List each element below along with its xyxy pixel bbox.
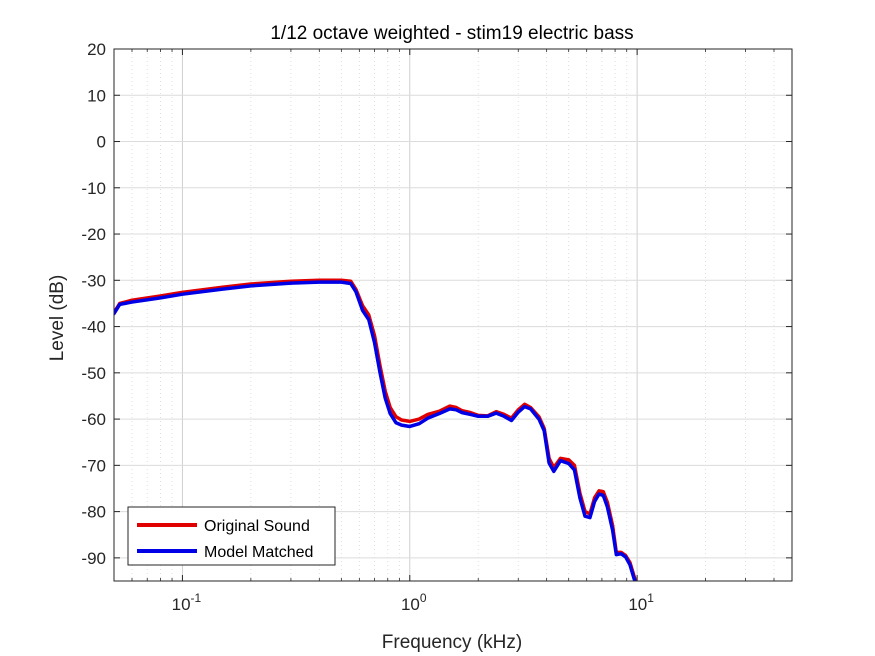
series-line-model-matched (114, 280, 637, 581)
y-tick-label: -70 (81, 456, 106, 475)
y-tick-label: -80 (81, 503, 106, 522)
y-tick-label: -20 (81, 225, 106, 244)
tick-labels: 10-1 100 10120100-10-20-30-40-50-60-70-80-… (81, 40, 654, 614)
y-tick-label: -50 (81, 364, 106, 383)
chart-title: 1/12 octave weighted - stim19 electric b… (270, 23, 633, 44)
legend-label-original-sound: Original Sound (204, 518, 310, 535)
y-tick-label: -60 (81, 410, 106, 429)
y-axis-title: Level (dB) (47, 275, 68, 362)
series-layer (114, 278, 638, 581)
plot-frame (113, 48, 793, 582)
y-tick-label: -30 (81, 271, 106, 290)
y-tick-label: -90 (81, 549, 106, 568)
x-tick-label: 100 (401, 591, 427, 614)
x-tick-label: 10-1 (172, 591, 202, 614)
y-tick-label: -40 (81, 318, 106, 337)
plot-area (114, 49, 792, 581)
legend-label-model-matched: Model Matched (204, 544, 313, 561)
x-tick-label-base: 10 (401, 595, 420, 614)
y-tick-label: 10 (87, 86, 106, 105)
legend: Original Sound Model Matched (127, 506, 336, 566)
x-tick-label-base: 10 (628, 595, 647, 614)
x-tick-label-base: 10 (172, 595, 191, 614)
y-tick-label: 0 (97, 133, 106, 152)
x-tick-label-exponent: 0 (420, 591, 427, 605)
x-tick-label-exponent: -1 (191, 591, 202, 605)
x-tick-label: 101 (628, 591, 654, 614)
legend-box (127, 506, 336, 566)
y-tick-label: -10 (81, 179, 106, 198)
x-tick-label-exponent: 1 (647, 591, 654, 605)
y-tick-label: 20 (87, 40, 106, 59)
ticks (114, 48, 792, 581)
x-axis-title: Frequency (kHz) (382, 632, 522, 653)
